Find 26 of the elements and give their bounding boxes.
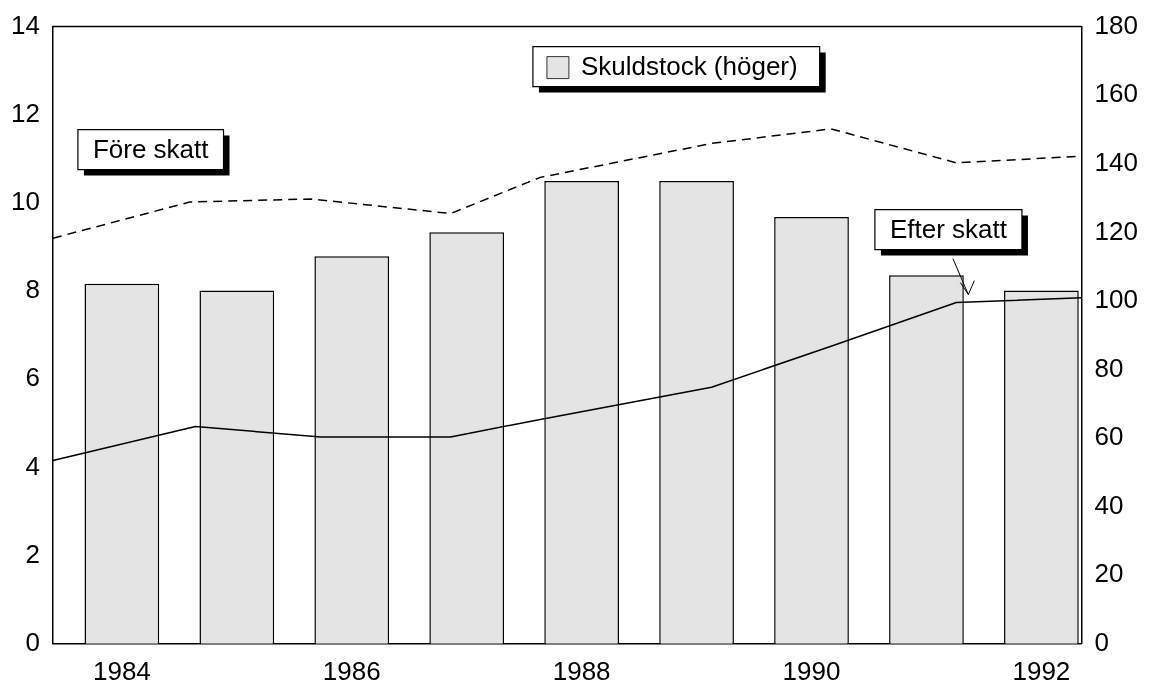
y-tick-label: 12 bbox=[11, 97, 40, 128]
y2-tick-label: 100 bbox=[1094, 284, 1139, 315]
y-tick-label: 8 bbox=[25, 274, 40, 305]
y2-tick-label: 120 bbox=[1094, 215, 1139, 246]
x-tick-label: 1986 bbox=[322, 655, 381, 686]
y2-tick-label: 160 bbox=[1094, 78, 1139, 109]
x-tick-label: 1992 bbox=[1012, 655, 1071, 686]
y2-tick-label: 0 bbox=[1094, 626, 1110, 657]
x-tick-label: 1988 bbox=[552, 655, 611, 686]
y-tick-label: 14 bbox=[11, 9, 40, 40]
y2-tick-label: 20 bbox=[1094, 558, 1124, 589]
y-tick-label: 10 bbox=[11, 186, 40, 217]
y2-tick-label: 60 bbox=[1094, 421, 1124, 452]
y-tick-label: 4 bbox=[25, 450, 40, 481]
y-tick-label: 0 bbox=[25, 626, 40, 657]
x-tick-label: 1990 bbox=[782, 655, 841, 686]
y2-tick-label: 140 bbox=[1094, 146, 1139, 177]
y2-tick-label: 180 bbox=[1094, 9, 1139, 40]
legend-label: Skuldstock (höger) bbox=[580, 50, 798, 81]
x-tick-label: 1984 bbox=[92, 655, 151, 686]
y-tick-label: 2 bbox=[25, 538, 40, 569]
text: Efter skatt bbox=[889, 213, 1008, 244]
series-label: Före skatt bbox=[92, 133, 210, 164]
y2-tick-label: 40 bbox=[1094, 489, 1124, 520]
y-tick-label: 6 bbox=[25, 362, 40, 393]
y2-tick-label: 80 bbox=[1094, 352, 1124, 383]
